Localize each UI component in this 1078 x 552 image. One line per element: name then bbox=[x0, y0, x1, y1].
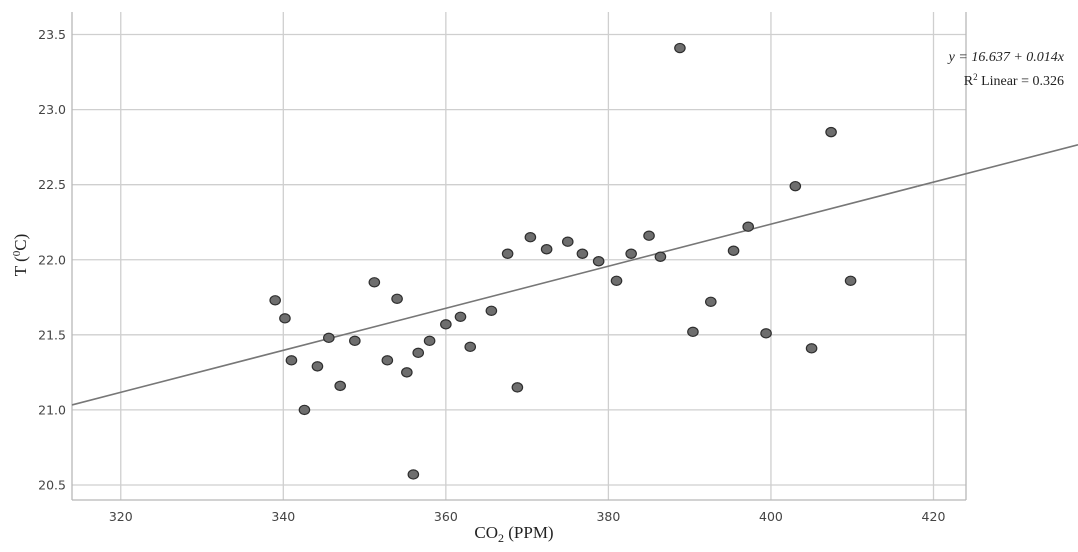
data-point bbox=[391, 293, 403, 304]
data-point bbox=[440, 319, 452, 330]
data-point bbox=[760, 328, 772, 339]
fit-equation: y = 16.637 + 0.014x bbox=[947, 50, 1065, 65]
y-tick-label: 21.5 bbox=[38, 327, 66, 342]
y-axis-title: T (0C) bbox=[11, 234, 30, 277]
regression-line bbox=[71, 185, 918, 406]
data-point bbox=[501, 248, 514, 259]
x-tick-label: 340 bbox=[271, 509, 295, 524]
regression-line-extension bbox=[917, 143, 1078, 188]
data-point bbox=[825, 126, 837, 138]
data-point bbox=[423, 335, 436, 347]
data-point bbox=[844, 275, 857, 286]
data-point bbox=[540, 244, 553, 255]
data-point bbox=[625, 248, 637, 259]
data-point bbox=[454, 311, 467, 323]
data-point bbox=[654, 251, 667, 262]
data-point bbox=[323, 332, 335, 344]
data-point bbox=[279, 313, 291, 324]
data-point bbox=[643, 230, 655, 241]
x-tick-label: 420 bbox=[922, 509, 946, 524]
x-tick-label: 320 bbox=[109, 509, 133, 524]
grid bbox=[72, 12, 966, 500]
y-tick-label: 23.5 bbox=[38, 27, 66, 42]
data-point bbox=[485, 305, 498, 317]
data-point bbox=[610, 275, 623, 286]
data-point bbox=[805, 343, 818, 354]
data-point bbox=[285, 355, 298, 366]
y-tick-label: 20.5 bbox=[38, 477, 66, 492]
data-point bbox=[412, 347, 425, 359]
y-tick-label: 22.0 bbox=[38, 252, 66, 267]
axes bbox=[71, 12, 967, 501]
data-point bbox=[742, 221, 754, 232]
data-point bbox=[789, 180, 802, 192]
r-squared-label: R2 Linear = 0.326 bbox=[964, 72, 1064, 89]
data-point bbox=[592, 256, 605, 267]
y-tick-label: 21.0 bbox=[38, 402, 66, 417]
data-point bbox=[561, 236, 574, 247]
data-point bbox=[407, 469, 420, 480]
x-tick-label: 360 bbox=[434, 509, 458, 524]
data-point bbox=[464, 341, 477, 353]
x-tick-label: 400 bbox=[759, 509, 783, 524]
data-point bbox=[298, 404, 311, 416]
data-point bbox=[524, 232, 537, 243]
tick-labels: 320 340 360 380 400 420 20.5 21.0 21.5 22.0 22.5 23… bbox=[38, 27, 945, 524]
data-point bbox=[576, 248, 589, 259]
data-point bbox=[401, 367, 413, 378]
fit-line-group bbox=[71, 143, 1078, 406]
data-point bbox=[511, 382, 524, 393]
data-point bbox=[381, 355, 394, 366]
data-point bbox=[368, 277, 381, 288]
data-point bbox=[687, 326, 699, 338]
y-tick-label: 23.0 bbox=[38, 102, 66, 117]
data-point bbox=[334, 380, 346, 392]
data-point bbox=[727, 245, 740, 256]
x-axis-title: CO2 (PPM) bbox=[474, 523, 553, 545]
data-point bbox=[674, 42, 686, 54]
data-points bbox=[269, 42, 857, 480]
data-point bbox=[349, 335, 361, 347]
data-point bbox=[705, 296, 717, 307]
data-point bbox=[269, 295, 281, 306]
data-point bbox=[311, 361, 324, 372]
y-tick-label: 22.5 bbox=[38, 177, 66, 192]
x-tick-label: 380 bbox=[596, 509, 620, 524]
